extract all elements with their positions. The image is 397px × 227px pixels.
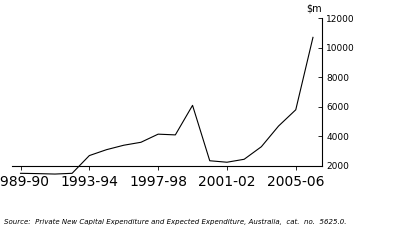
Text: $m: $m: [306, 3, 322, 13]
Text: Source:  Private New Capital Expenditure and Expected Expenditure, Australia,  c: Source: Private New Capital Expenditure …: [4, 219, 347, 225]
